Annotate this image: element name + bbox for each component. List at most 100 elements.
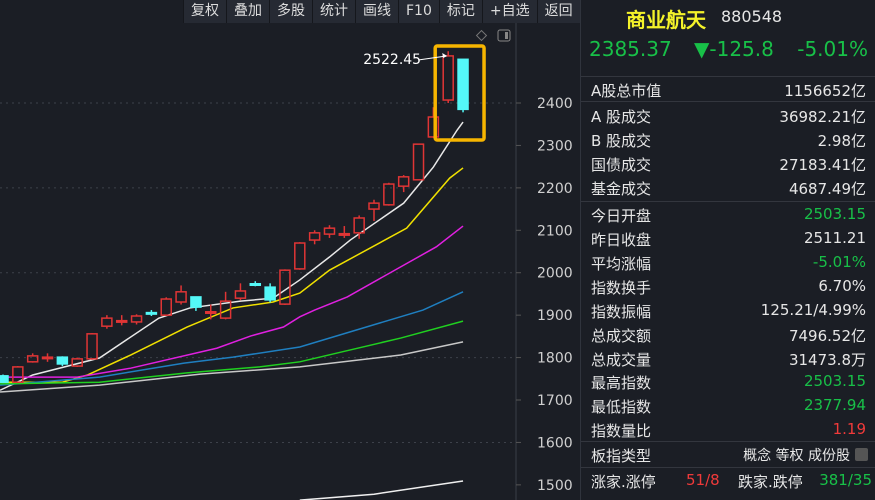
down-value: 381/35 [819,471,872,489]
candle [115,315,128,326]
y-tick-label: 1700 [537,393,573,409]
candle-body [71,358,83,367]
highlight-box [433,44,486,142]
arrow-line [418,55,447,61]
divider [581,201,875,202]
stat-label: 指数换手 [591,279,652,297]
toolbar-button-2[interactable]: 多股 [269,0,312,23]
candle-body [12,366,24,383]
candle-body [427,116,440,138]
candle-body [457,58,469,111]
diamond-icon[interactable] [475,29,488,42]
up-value: 51/8 [686,471,720,489]
candle [308,230,321,245]
candle [145,310,158,316]
last-price: 2385.37 [589,37,672,61]
stat-value: 4687.49亿 [788,180,866,198]
stat-label: 基金成交 [591,180,652,198]
candle-body [279,269,291,305]
candle [442,51,454,103]
chart-toolbar: 复权 叠加 多股 统计 画线 F10 标记 +自选 返回 [183,0,580,23]
panel-toggle-icon[interactable] [497,29,511,42]
candle-body [368,202,380,210]
candle [234,283,247,301]
moving-average-line [0,291,464,386]
candle-body [160,298,172,316]
moving-average-line [0,225,464,378]
candle-body [145,311,158,315]
toolbar-button-7[interactable]: +自选 [481,0,537,23]
stat-value: 概念 等权 成份股 [743,448,850,464]
stat-row: 指数量比 1.19 [581,418,875,442]
candle-body [338,232,351,236]
stat-value: -5.01% [812,253,866,271]
candle-body [41,356,54,360]
table-icon[interactable] [855,448,868,461]
index-name: 商业航天 [626,8,706,32]
stat-value: 7496.52亿 [788,327,866,345]
moving-average-line [0,320,464,385]
stat-row: A 股成交 36982.21亿 [581,104,875,128]
candle [175,285,187,305]
stat-value: 36982.21亿 [779,108,866,126]
quote-panel: 商业航天 880548 2385.37 ▼-125.8 -5.01% A股总市值… [580,0,875,500]
stat-value: 6.70% [818,277,866,295]
stat-value: 2511.21 [803,229,866,247]
candle [130,314,143,325]
candle-body [219,300,232,319]
y-tick-label: 1800 [537,351,573,367]
candle [294,242,306,270]
divider [581,76,875,77]
candle-body [175,291,187,303]
toolbar-button-0[interactable]: 复权 [183,0,226,23]
pct-change: -5.01% [797,37,868,61]
stat-row: A股总市值 1156652亿 [581,78,875,102]
stat-value: 27183.41亿 [779,156,866,174]
toolbar-button-5[interactable]: F10 [398,0,439,23]
toolbar-button-8[interactable]: 返回 [536,0,580,23]
candle-body [383,183,395,206]
candle [71,357,83,367]
candlestick-chart[interactable]: 1500 1600 1700 1800 1900 2000 2100 2200 2300 2400… [0,23,580,500]
stat-row: 今日开盘 2503.15 [581,203,875,227]
stat-label: B 股成交 [591,132,652,150]
stat-label: A股总市值 [591,82,662,100]
y-tick-label: 2100 [537,223,573,239]
candle [412,143,425,181]
stat-row: 国债成交 27183.41亿 [581,152,875,176]
stat-label: 最高指数 [591,374,652,392]
stat-value: 1156652亿 [784,82,866,100]
stat-row: 平均涨幅 -5.01% [581,251,875,275]
toolbar-button-1[interactable]: 叠加 [226,0,269,23]
stat-label: 指数振幅 [591,303,652,321]
stat-value: 2.98亿 [817,132,866,150]
stat-row: 最高指数 2503.15 [581,370,875,394]
candle-body [205,311,217,315]
candle [12,366,24,384]
candle-body [0,375,9,383]
toolbar-button-3[interactable]: 统计 [312,0,355,23]
stat-value: 31473.8万 [788,351,866,369]
candle-body [56,356,69,365]
stat-label: 最低指数 [591,398,652,416]
stat-row: 总成交量 31473.8万 [581,347,875,371]
toolbar-button-6[interactable]: 标记 [438,0,482,23]
candle-body [130,315,143,323]
stat-row: 指数振幅 125.21/4.99% [581,299,875,323]
stat-row: 最低指数 2377.94 [581,394,875,418]
down-label: 跌家.跌停 [738,473,803,491]
candle [160,297,172,316]
index-code: 880548 [721,7,783,26]
candle [323,225,336,238]
candle [190,296,202,311]
stat-label: 指数量比 [591,422,652,440]
toolbar-button-4[interactable]: 画线 [355,0,398,23]
y-tick-label: 2300 [537,138,573,154]
y-tick-label: 2400 [537,96,573,112]
candle [353,215,365,239]
candle [219,291,232,320]
stat-value: 2377.94 [803,396,866,414]
candle-body [294,242,306,270]
candle [264,283,276,303]
stat-value: 1.19 [832,420,866,438]
